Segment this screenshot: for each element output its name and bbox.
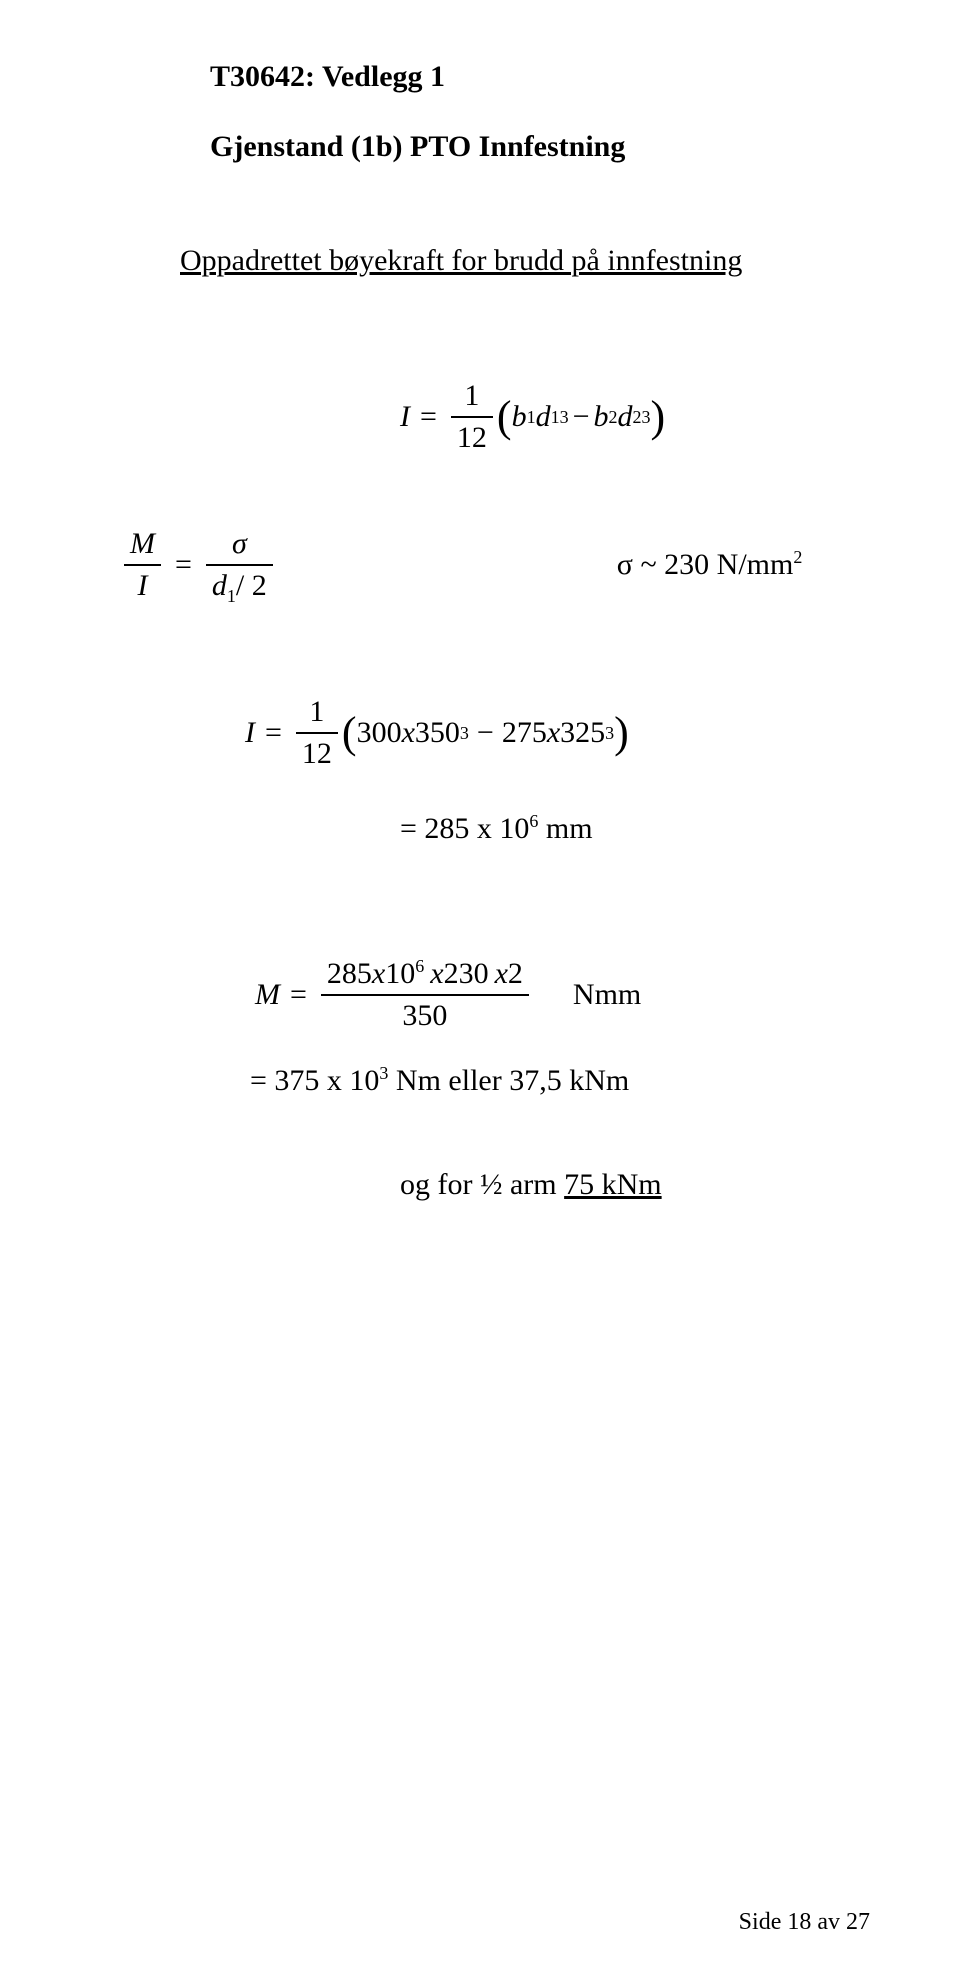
equals-sign: =	[175, 548, 192, 582]
frac-M-over-I: M I	[124, 526, 161, 604]
open-paren: (	[497, 395, 512, 439]
page-number: Side 18 av 27	[739, 1909, 870, 1936]
final-result: og for ½ arm 75 kNm	[400, 1168, 870, 1202]
equals-sign: =	[420, 400, 437, 434]
moment-result: = 375 x 103 Nm eller 37,5 kNm	[250, 1064, 870, 1098]
unit-nmm: Nmm	[573, 978, 641, 1012]
one-over-twelve: 1 12	[451, 378, 493, 456]
header-block: T30642: Vedlegg 1 Gjenstand (1b) PTO Inn…	[180, 60, 870, 164]
document-page: T30642: Vedlegg 1 Gjenstand (1b) PTO Inn…	[0, 0, 960, 1976]
equation-inertia-general: I = 1 12 ( b1 d13 − b2 d23 )	[400, 378, 870, 456]
equation-bending-ratio: M I = σ d1/ 2 σ ~ 230 N/mm2	[180, 526, 870, 604]
close-paren: )	[651, 395, 666, 439]
inertia-result: = 285 x 106 mm	[400, 812, 870, 846]
section-title: Oppadrettet bøyekraft for brudd på innfe…	[180, 244, 870, 278]
subject-line: Gjenstand (1b) PTO Innfestning	[210, 130, 870, 164]
equation-moment: M = 285x106x230x2 350 Nmm	[255, 956, 870, 1034]
minus-sign: −	[573, 400, 590, 434]
frac-sigma-over-d: σ d1/ 2	[206, 526, 273, 604]
doc-id: T30642: Vedlegg 1	[210, 60, 870, 94]
var-I: I	[400, 400, 410, 434]
sigma-note: σ ~ 230 N/mm2	[617, 548, 803, 582]
equation-inertia-numeric: I = 1 12 ( 300x3503 − 275x3253 )	[245, 694, 870, 772]
